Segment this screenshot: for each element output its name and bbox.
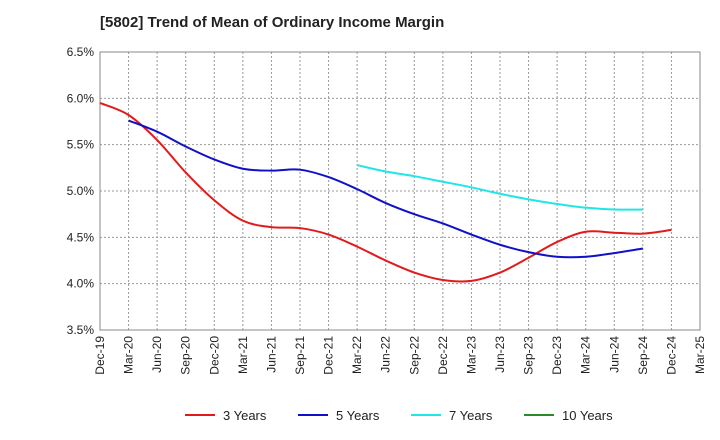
x-tick-label: Dec-23 — [550, 336, 564, 375]
legend-label-5-years: 5 Years — [336, 408, 380, 423]
x-tick-label: Dec-20 — [207, 336, 221, 375]
legend: 3 Years 5 Years 7 Years 10 Years — [185, 408, 613, 423]
x-tick-label: Mar-24 — [579, 336, 593, 374]
series-line-5-years — [128, 119, 644, 259]
x-tick-label: Jun-20 — [150, 336, 164, 373]
plot-frame — [99, 51, 701, 331]
series-layer — [99, 102, 672, 283]
y-tick-label: 6.0% — [67, 91, 95, 105]
y-tick-label: 4.0% — [67, 277, 95, 291]
x-tick-label: Dec-19 — [93, 336, 107, 375]
x-tick-label: Sep-22 — [407, 336, 421, 375]
x-tick-label: Dec-21 — [322, 336, 336, 375]
y-tick-label: 4.5% — [67, 230, 95, 244]
x-tick-label: Jun-24 — [607, 336, 621, 373]
x-tick-label: Mar-20 — [122, 336, 136, 374]
y-tick-label: 6.5% — [67, 45, 95, 59]
x-tick-label: Sep-21 — [293, 336, 307, 375]
y-tick-label: 3.5% — [67, 323, 95, 337]
legend-label-3-years: 3 Years — [223, 408, 267, 423]
x-tick-label: Sep-24 — [636, 336, 650, 375]
legend-label-10-years: 10 Years — [562, 408, 613, 423]
x-tick-label: Jun-23 — [493, 336, 507, 373]
series-line-3-years — [99, 102, 672, 283]
y-tick-label: 5.0% — [67, 184, 95, 198]
legend-label-7-years: 7 Years — [449, 408, 493, 423]
x-tick-label: Dec-24 — [664, 336, 678, 375]
x-tick-label: Jun-22 — [379, 336, 393, 373]
x-tick-label: Dec-22 — [436, 336, 450, 375]
x-tick-label: Sep-20 — [179, 336, 193, 375]
x-tick-label: Sep-23 — [522, 336, 536, 375]
x-tick-label: Mar-21 — [236, 336, 250, 374]
chart-title: [5802] Trend of Mean of Ordinary Income … — [100, 14, 445, 31]
x-tick-label: Mar-25 — [693, 336, 707, 374]
x-axis: Dec-19 Mar-20 Jun-20 Sep-20 Dec-20 Mar-21 Jun-… — [93, 336, 707, 375]
grid — [99, 51, 701, 331]
series-line-7-years — [356, 164, 643, 211]
x-tick-label: Mar-23 — [464, 336, 478, 374]
y-axis: 3.5% 4.0% 4.5% 5.0% 5.5% 6.0% 6.5% — [67, 45, 95, 337]
x-tick-label: Mar-22 — [350, 336, 364, 374]
x-tick-label: Jun-21 — [264, 336, 278, 373]
y-tick-label: 5.5% — [67, 138, 95, 152]
